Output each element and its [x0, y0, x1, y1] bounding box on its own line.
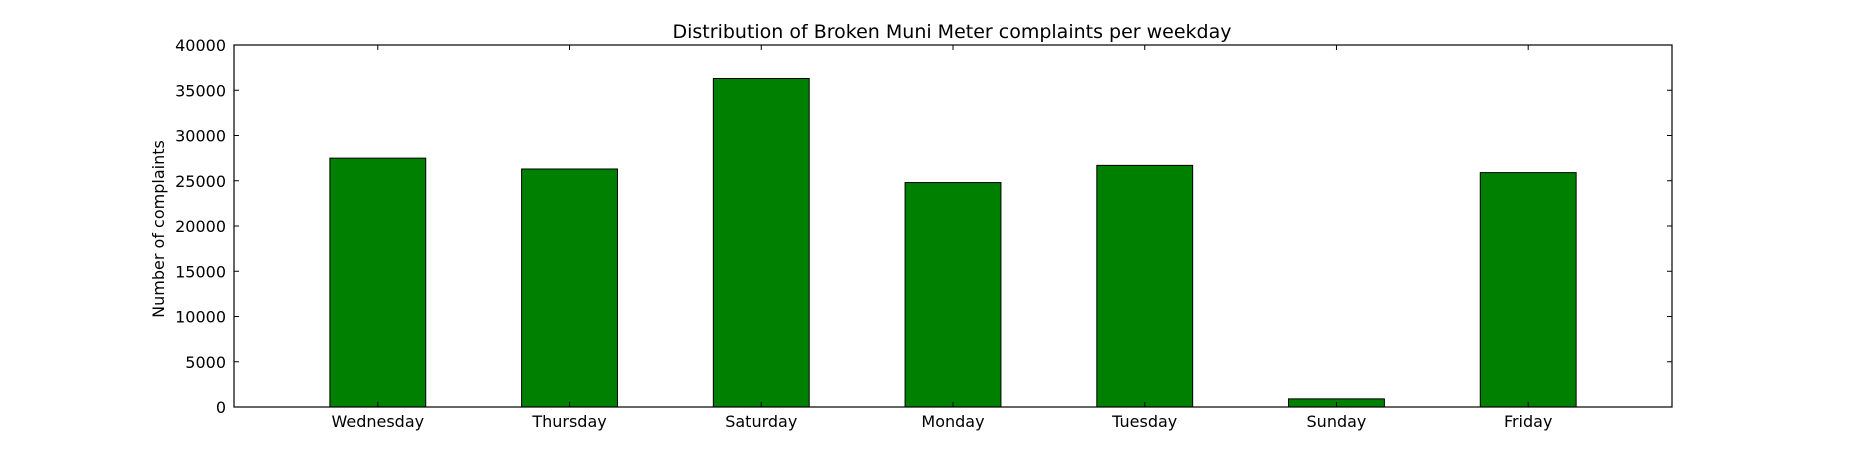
bar-saturday	[712, 77, 810, 408]
x-tick-label: Thursday	[531, 412, 606, 431]
y-tick-label: 0	[216, 398, 226, 417]
y-tick-label: 35000	[175, 81, 226, 100]
chart-title: Distribution of Broken Muni Meter compla…	[673, 21, 1232, 43]
y-tick-label: 20000	[175, 217, 226, 236]
ticks-layer: Wednesday Thursday Saturday Monday Tuesday Su…	[175, 36, 1672, 431]
y-tick-label: 15000	[175, 262, 226, 281]
y-tick-label: 40000	[175, 36, 226, 55]
plot-frame	[233, 44, 1673, 408]
bar-friday	[1479, 172, 1577, 408]
y-tick-label: 30000	[175, 127, 226, 146]
y-axis-label: Number of complaints	[149, 140, 168, 318]
x-tick-label: Friday	[1504, 412, 1553, 431]
x-tick-label: Wednesday	[331, 412, 424, 431]
y-tick-label: 10000	[175, 308, 226, 327]
bar-tuesday	[1096, 164, 1194, 408]
bars-layer	[329, 77, 1577, 408]
y-tick-label: 5000	[185, 353, 226, 372]
x-tick-label: Sunday	[1307, 412, 1367, 431]
x-tick-label: Saturday	[725, 412, 797, 431]
x-tick-label: Tuesday	[1111, 412, 1177, 431]
x-tick-label: Monday	[921, 412, 984, 431]
bar-thursday	[521, 168, 618, 408]
bar-wednesday	[329, 157, 427, 408]
y-tick-label: 25000	[175, 172, 226, 191]
bar-monday	[904, 182, 1002, 408]
